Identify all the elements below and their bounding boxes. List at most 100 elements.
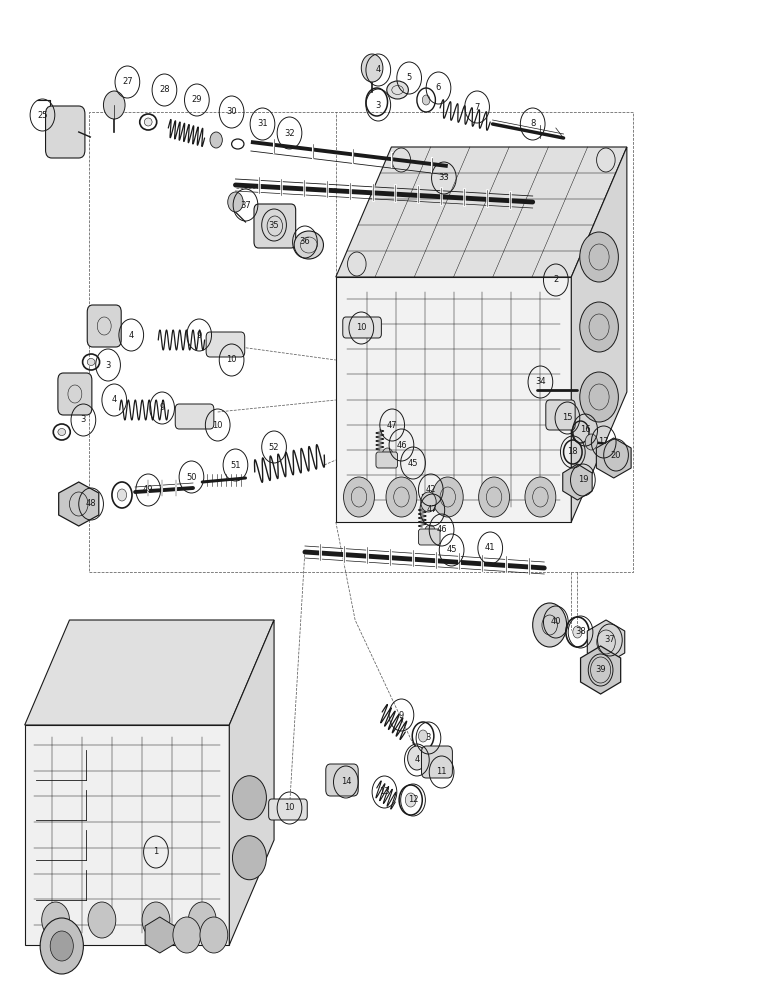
Text: 20: 20 (611, 450, 621, 460)
Text: 6: 6 (436, 84, 441, 93)
Text: 4: 4 (129, 330, 134, 340)
Text: 36: 36 (300, 237, 310, 246)
Polygon shape (571, 147, 627, 522)
Text: 17: 17 (598, 438, 609, 446)
Circle shape (40, 918, 83, 974)
Text: 14: 14 (340, 778, 351, 786)
FancyBboxPatch shape (343, 317, 381, 338)
Ellipse shape (387, 81, 408, 99)
Text: 15: 15 (562, 414, 573, 422)
Polygon shape (336, 277, 571, 522)
FancyBboxPatch shape (269, 799, 307, 820)
FancyBboxPatch shape (326, 764, 358, 796)
Circle shape (525, 477, 556, 517)
Text: 40: 40 (550, 617, 561, 626)
Ellipse shape (87, 359, 95, 365)
Text: 50: 50 (186, 473, 197, 482)
Text: 4: 4 (415, 756, 419, 764)
Text: 37: 37 (240, 200, 251, 210)
Circle shape (103, 91, 125, 119)
Text: 49: 49 (143, 486, 154, 494)
Circle shape (361, 54, 383, 82)
Text: 32: 32 (284, 128, 295, 137)
Circle shape (580, 232, 618, 282)
Circle shape (232, 836, 266, 880)
Text: 41: 41 (485, 544, 496, 552)
Text: 30: 30 (226, 107, 237, 116)
Text: 10: 10 (356, 324, 367, 332)
Text: 39: 39 (595, 666, 606, 674)
Circle shape (432, 477, 463, 517)
Text: 29: 29 (191, 96, 202, 104)
Circle shape (573, 626, 582, 638)
Text: 46: 46 (396, 440, 407, 450)
FancyBboxPatch shape (46, 106, 85, 158)
Circle shape (585, 434, 598, 450)
Circle shape (418, 730, 428, 742)
Text: 33: 33 (438, 174, 449, 182)
Polygon shape (229, 620, 274, 945)
Text: 2: 2 (554, 275, 558, 284)
Text: 47: 47 (427, 506, 438, 514)
Text: 19: 19 (577, 476, 588, 485)
Polygon shape (25, 620, 274, 725)
Text: 10: 10 (226, 356, 237, 364)
Text: 25: 25 (37, 110, 48, 119)
Circle shape (228, 192, 243, 212)
FancyBboxPatch shape (58, 373, 92, 415)
Circle shape (142, 902, 170, 938)
Ellipse shape (144, 118, 152, 126)
Polygon shape (596, 438, 631, 478)
Circle shape (425, 525, 435, 539)
Circle shape (382, 448, 393, 462)
Text: 3: 3 (106, 360, 110, 369)
FancyBboxPatch shape (546, 400, 575, 430)
Text: 7: 7 (475, 103, 479, 111)
Circle shape (386, 477, 417, 517)
Text: 46: 46 (436, 526, 447, 534)
Circle shape (405, 793, 416, 807)
Polygon shape (581, 646, 621, 694)
Text: 47: 47 (387, 420, 398, 430)
Circle shape (408, 746, 426, 770)
Text: 38: 38 (575, 628, 586, 637)
Text: 51: 51 (230, 460, 241, 470)
Circle shape (173, 917, 201, 953)
Polygon shape (563, 464, 592, 500)
Text: 31: 31 (257, 119, 268, 128)
Text: 34: 34 (535, 377, 546, 386)
Ellipse shape (294, 231, 323, 259)
FancyBboxPatch shape (254, 204, 296, 248)
Text: 1: 1 (154, 848, 158, 856)
Text: 9: 9 (197, 330, 201, 340)
Text: 4: 4 (112, 395, 117, 404)
Circle shape (188, 902, 216, 938)
FancyBboxPatch shape (87, 305, 121, 347)
Text: 3: 3 (376, 101, 381, 109)
Text: 12: 12 (408, 796, 418, 804)
FancyBboxPatch shape (422, 746, 452, 778)
Circle shape (479, 477, 510, 517)
Circle shape (88, 902, 116, 938)
Circle shape (533, 603, 567, 647)
Text: 5: 5 (407, 74, 411, 83)
Text: 3: 3 (81, 416, 86, 424)
Circle shape (50, 931, 73, 961)
Circle shape (200, 917, 228, 953)
Text: 10: 10 (284, 804, 295, 812)
Polygon shape (336, 147, 627, 277)
Circle shape (580, 302, 618, 352)
Circle shape (42, 902, 69, 938)
Circle shape (580, 372, 618, 422)
Text: 13: 13 (379, 788, 390, 796)
Text: 4: 4 (376, 66, 381, 75)
FancyBboxPatch shape (418, 529, 440, 545)
Text: 35: 35 (269, 221, 279, 230)
Text: 42: 42 (425, 486, 436, 494)
Text: 16: 16 (580, 426, 591, 434)
Text: 27: 27 (122, 78, 133, 87)
Text: 9: 9 (160, 403, 164, 412)
Circle shape (344, 477, 374, 517)
FancyBboxPatch shape (376, 452, 398, 468)
Text: 11: 11 (436, 768, 447, 776)
